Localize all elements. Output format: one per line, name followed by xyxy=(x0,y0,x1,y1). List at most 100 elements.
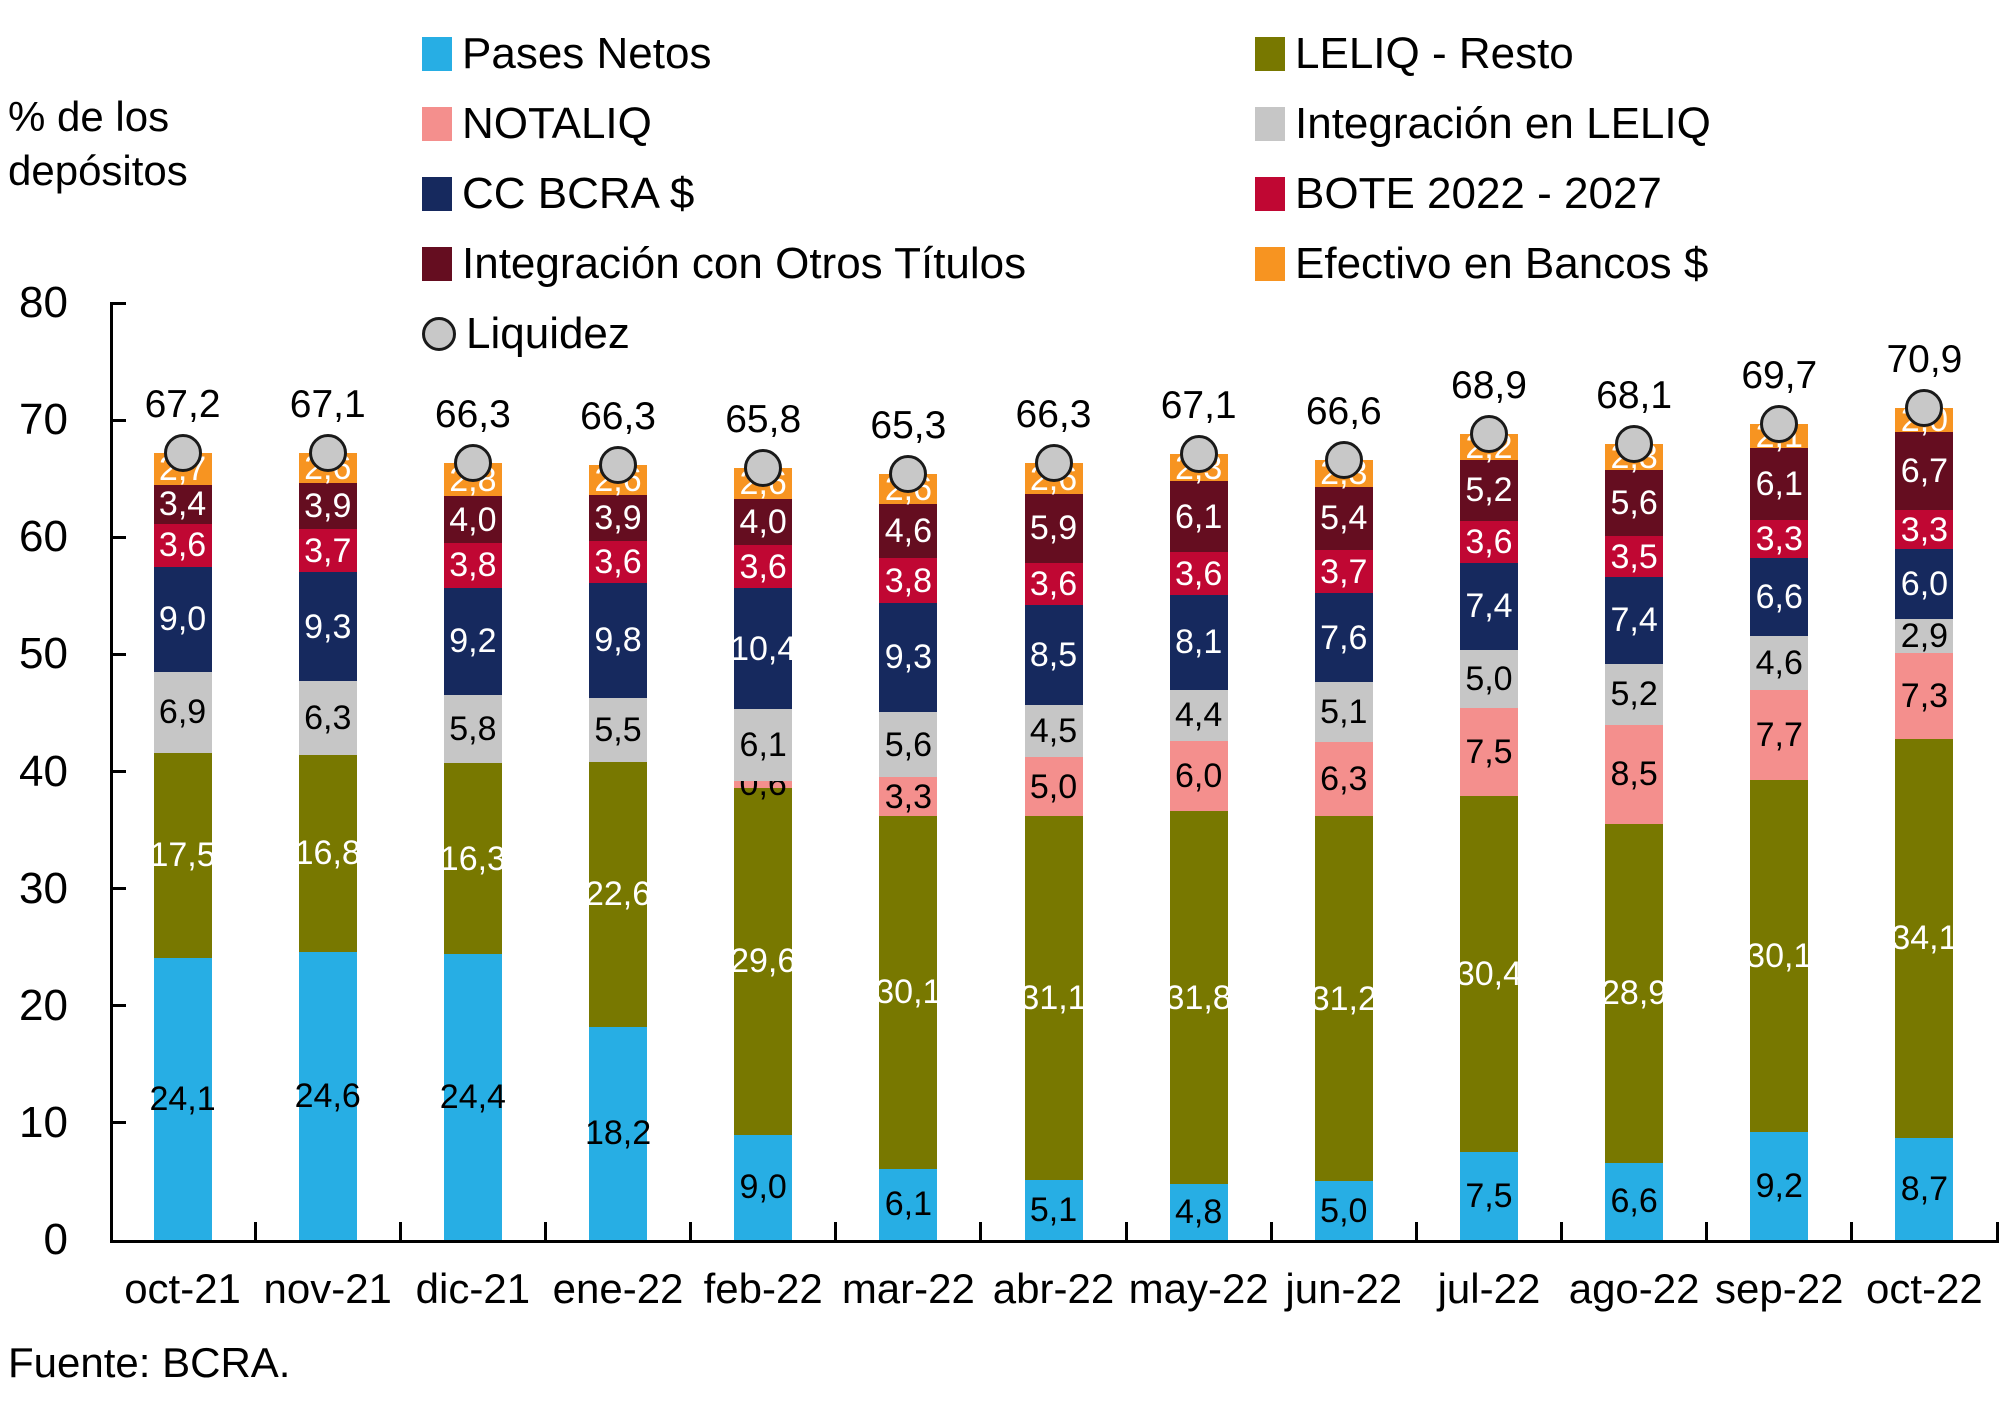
bar-segment-label: 8,5 xyxy=(1610,755,1658,794)
liquidez-marker xyxy=(308,433,347,472)
x-tick-mark xyxy=(253,1222,257,1240)
bar-segment: 34,1 xyxy=(1891,738,1958,1139)
bar-segment: 6,3 xyxy=(298,681,357,756)
y-tick-mark xyxy=(110,418,126,422)
bar-segment: 9,8 xyxy=(589,582,648,698)
bar-segment: 31,8 xyxy=(1166,811,1232,1184)
bar-segment: 24,4 xyxy=(440,954,506,1240)
bar-segment: 5,0 xyxy=(1459,649,1518,709)
bar-segment-label: 3,6 xyxy=(739,547,787,586)
bar-segment: 3,8 xyxy=(443,543,502,588)
bar-segment: 9,2 xyxy=(443,587,502,696)
y-tick-mark xyxy=(110,652,126,656)
x-category-label: dic-21 xyxy=(415,1265,531,1312)
bar-segment: 30,4 xyxy=(1456,796,1522,1153)
bar-segment: 9,3 xyxy=(298,572,357,682)
bar-segment-label: 29,6 xyxy=(730,942,797,981)
bar-segment-label: 18,2 xyxy=(584,1114,652,1153)
total-label: 66,3 xyxy=(580,394,656,438)
bar-segment: 5,0 xyxy=(1024,757,1083,816)
bar-segment: 5,6 xyxy=(1605,470,1664,537)
bar-segment-label: 9,2 xyxy=(449,622,497,661)
bar-segment: 7,3 xyxy=(1895,653,1954,739)
bar-segment: 3,5 xyxy=(1605,536,1664,578)
bar-segment: 3,3 xyxy=(1895,510,1954,549)
y-tick-mark xyxy=(110,301,126,305)
bar-segment-label: 6,0 xyxy=(1900,565,1949,604)
bar-segment: 7,4 xyxy=(1605,577,1664,664)
bar-segment: 7,6 xyxy=(1314,593,1373,683)
bar-segment-label: 5,0 xyxy=(1029,767,1078,806)
legend-item: Integración con Otros Títulos xyxy=(422,236,1026,292)
bar-segment-label: 6,3 xyxy=(304,699,352,738)
legend-label: Integración en LELIQ xyxy=(1295,99,1711,148)
bar-segment: 3,9 xyxy=(298,483,357,530)
legend-label: Integración con Otros Títulos xyxy=(462,239,1027,288)
bar-segment: 16,8 xyxy=(295,755,361,952)
bar-segment-label: 3,5 xyxy=(1610,537,1658,576)
bar-segment-label: 31,2 xyxy=(1310,979,1377,1018)
bar-segment: 6,0 xyxy=(1169,741,1228,812)
y-tick-mark xyxy=(110,535,126,539)
bar-segment-label: 7,7 xyxy=(1755,715,1803,754)
bar-segment-label: 31,1 xyxy=(1020,979,1087,1018)
bar-segment: 5,6 xyxy=(879,711,938,778)
source-note: Fuente: BCRA. xyxy=(8,1339,291,1386)
bar-segment: 22,6 xyxy=(585,762,651,1027)
bar-segment-label: 3,6 xyxy=(1465,522,1513,561)
legend-item: Pases Netos xyxy=(422,26,711,82)
legend-color-swatch-icon xyxy=(1255,247,1285,281)
bar-segment: 3,6 xyxy=(1459,520,1518,563)
x-category-label: feb-22 xyxy=(703,1265,823,1312)
bar-segment-label: 3,3 xyxy=(884,777,932,816)
bar-segment-label: 3,3 xyxy=(1755,519,1803,558)
bar-segment: 18,2 xyxy=(585,1026,651,1240)
bar-segment: 24,6 xyxy=(295,951,361,1240)
bar-segment-label: 6,3 xyxy=(1320,760,1368,799)
bar-segment-label: 3,7 xyxy=(304,531,352,570)
bar-segment: 7,5 xyxy=(1459,708,1518,797)
bar-segment-label: 30,1 xyxy=(1746,936,1813,975)
y-tick-mark xyxy=(110,887,126,891)
legend-item: Integración en LELIQ xyxy=(1255,96,1711,152)
bar-segment: 6,1 xyxy=(1750,448,1809,520)
bar-segment: 17,5 xyxy=(149,752,216,958)
bar-segment-label: 4,5 xyxy=(1029,712,1078,751)
bar-segment: 24,1 xyxy=(149,957,216,1240)
bar-segment-label: 9,3 xyxy=(304,607,352,646)
x-category-label: oct-22 xyxy=(1866,1265,1983,1312)
bar-segment: 4,6 xyxy=(1750,635,1809,690)
bar-segment-label: 4,6 xyxy=(1755,643,1803,682)
bar-segment-label: 5,4 xyxy=(1320,499,1368,538)
bar-segment-label: 6,1 xyxy=(1755,464,1803,503)
x-tick-mark xyxy=(1560,1222,1564,1240)
bar-segment-label: 4,8 xyxy=(1175,1192,1223,1231)
x-tick-mark xyxy=(689,1222,693,1240)
bar-segment: 4,4 xyxy=(1169,689,1228,742)
bar-segment-label: 7,6 xyxy=(1320,618,1368,657)
bar-segment-label: 6,7 xyxy=(1900,452,1949,491)
legend-item: LELIQ - Resto xyxy=(1255,26,1574,82)
legend-label: BOTE 2022 - 2027 xyxy=(1295,169,1662,218)
bar-segment-label: 5,6 xyxy=(884,725,932,764)
bar-segment: 6,1 xyxy=(1169,481,1228,553)
bar-segment: 4,8 xyxy=(1169,1183,1228,1240)
legend-label: NOTALIQ xyxy=(462,99,652,148)
bar-segment-label: 31,8 xyxy=(1165,978,1232,1017)
bar-segment-label: 7,4 xyxy=(1465,587,1513,626)
bar-segment-label: 30,1 xyxy=(875,973,942,1012)
bar-segment: 8,1 xyxy=(1169,594,1228,690)
liquidez-marker xyxy=(889,455,928,493)
total-label: 68,9 xyxy=(1451,364,1527,408)
bar-segment: 5,0 xyxy=(1314,1181,1373,1240)
bar-segment-label: 16,8 xyxy=(294,834,361,873)
liquidez-marker xyxy=(453,444,492,483)
bar-segment-label: 3,4 xyxy=(158,485,207,524)
bar-segment: 7,4 xyxy=(1459,563,1518,650)
x-tick-mark xyxy=(543,1222,547,1240)
bar-segment: 16,3 xyxy=(440,763,506,955)
legend-label: Efectivo en Bancos $ xyxy=(1295,239,1709,288)
bar-segment: 4,6 xyxy=(879,504,938,559)
legend-color-swatch-icon xyxy=(422,37,452,71)
bar-segment-label: 8,7 xyxy=(1900,1170,1949,1209)
